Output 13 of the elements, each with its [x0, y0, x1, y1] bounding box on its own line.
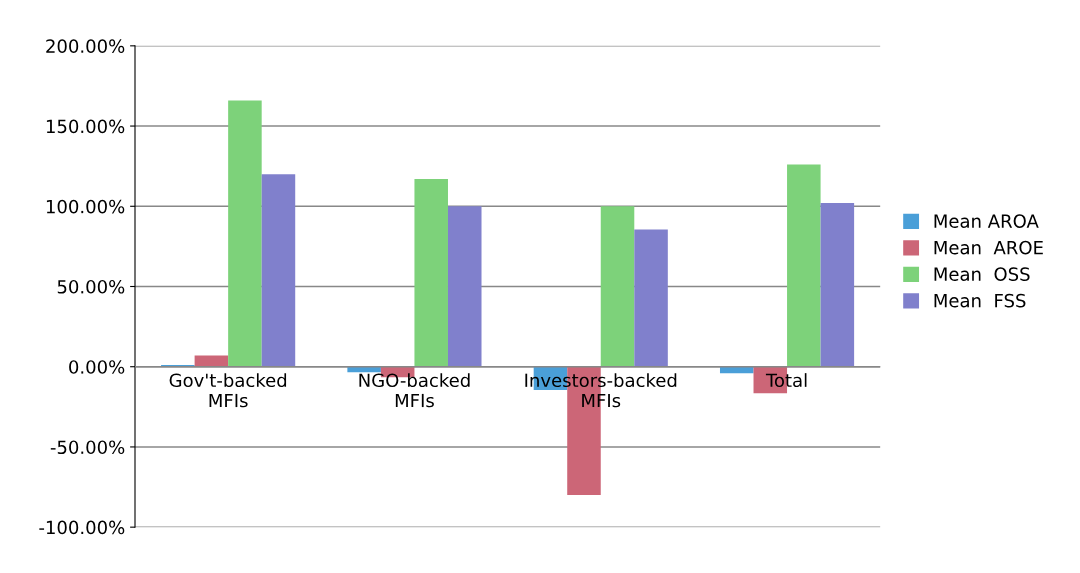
x-tick-label: NGO-backed MFIs [359, 373, 470, 408]
legend-label: Mean OSS [934, 267, 1030, 281]
y-tick-label: 0.00% [69, 360, 125, 374]
y-tick-label: 150.00% [46, 119, 125, 134]
y-tick-label: 100.00% [46, 199, 125, 214]
x-tick-label: Gov't-backed MFIs [169, 373, 287, 408]
y-tick-label: -50.00% [50, 440, 125, 455]
legend-label: Mean AROA [934, 214, 1039, 228]
legend-label: Mean FSS [934, 293, 1026, 308]
y-tick-label: 50.00% [57, 279, 125, 294]
legend-label: Mean AROE [934, 240, 1043, 255]
y-tick-label: 200.00% [46, 39, 125, 53]
y-tick-label: -100.00% [39, 520, 125, 535]
